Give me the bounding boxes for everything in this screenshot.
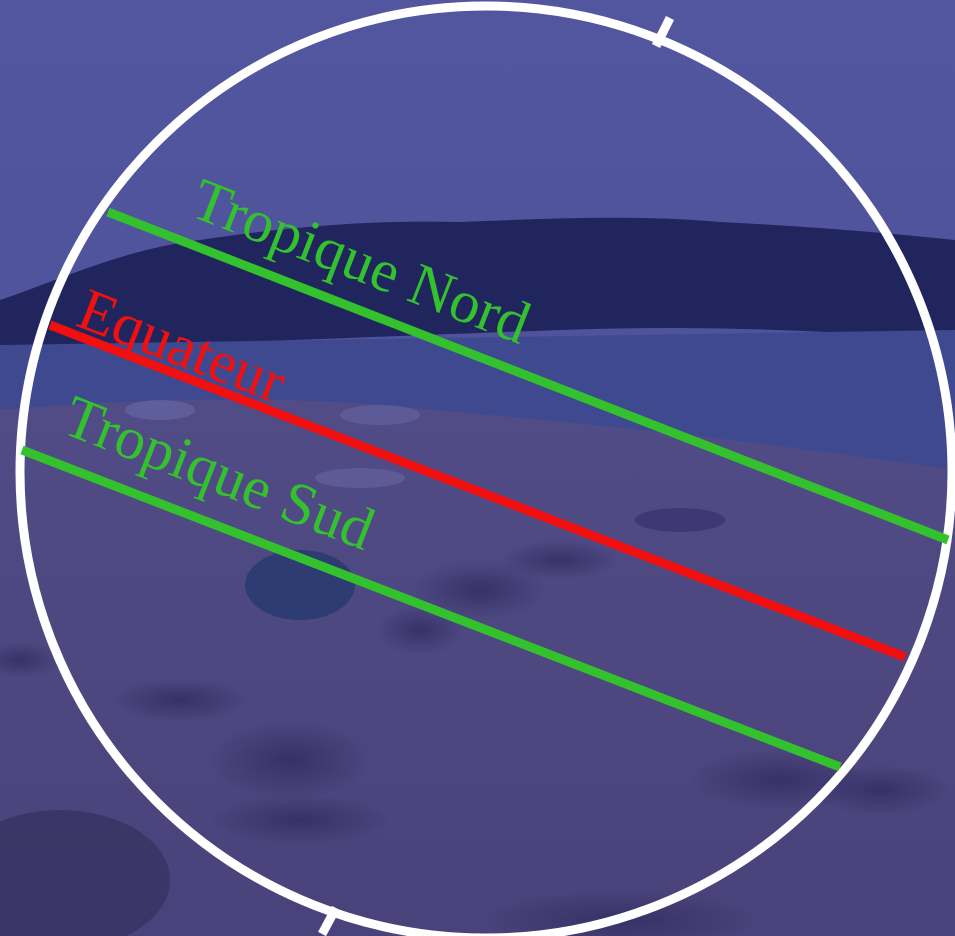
tropic-north-line [106,207,950,545]
globe-outline [15,1,955,936]
people-shapes [0,400,950,936]
tropic-south-line [20,445,842,772]
north-pole-tick [651,15,675,49]
treeline [0,217,955,350]
equator-line [48,320,907,662]
south-pole-tick [318,905,340,936]
